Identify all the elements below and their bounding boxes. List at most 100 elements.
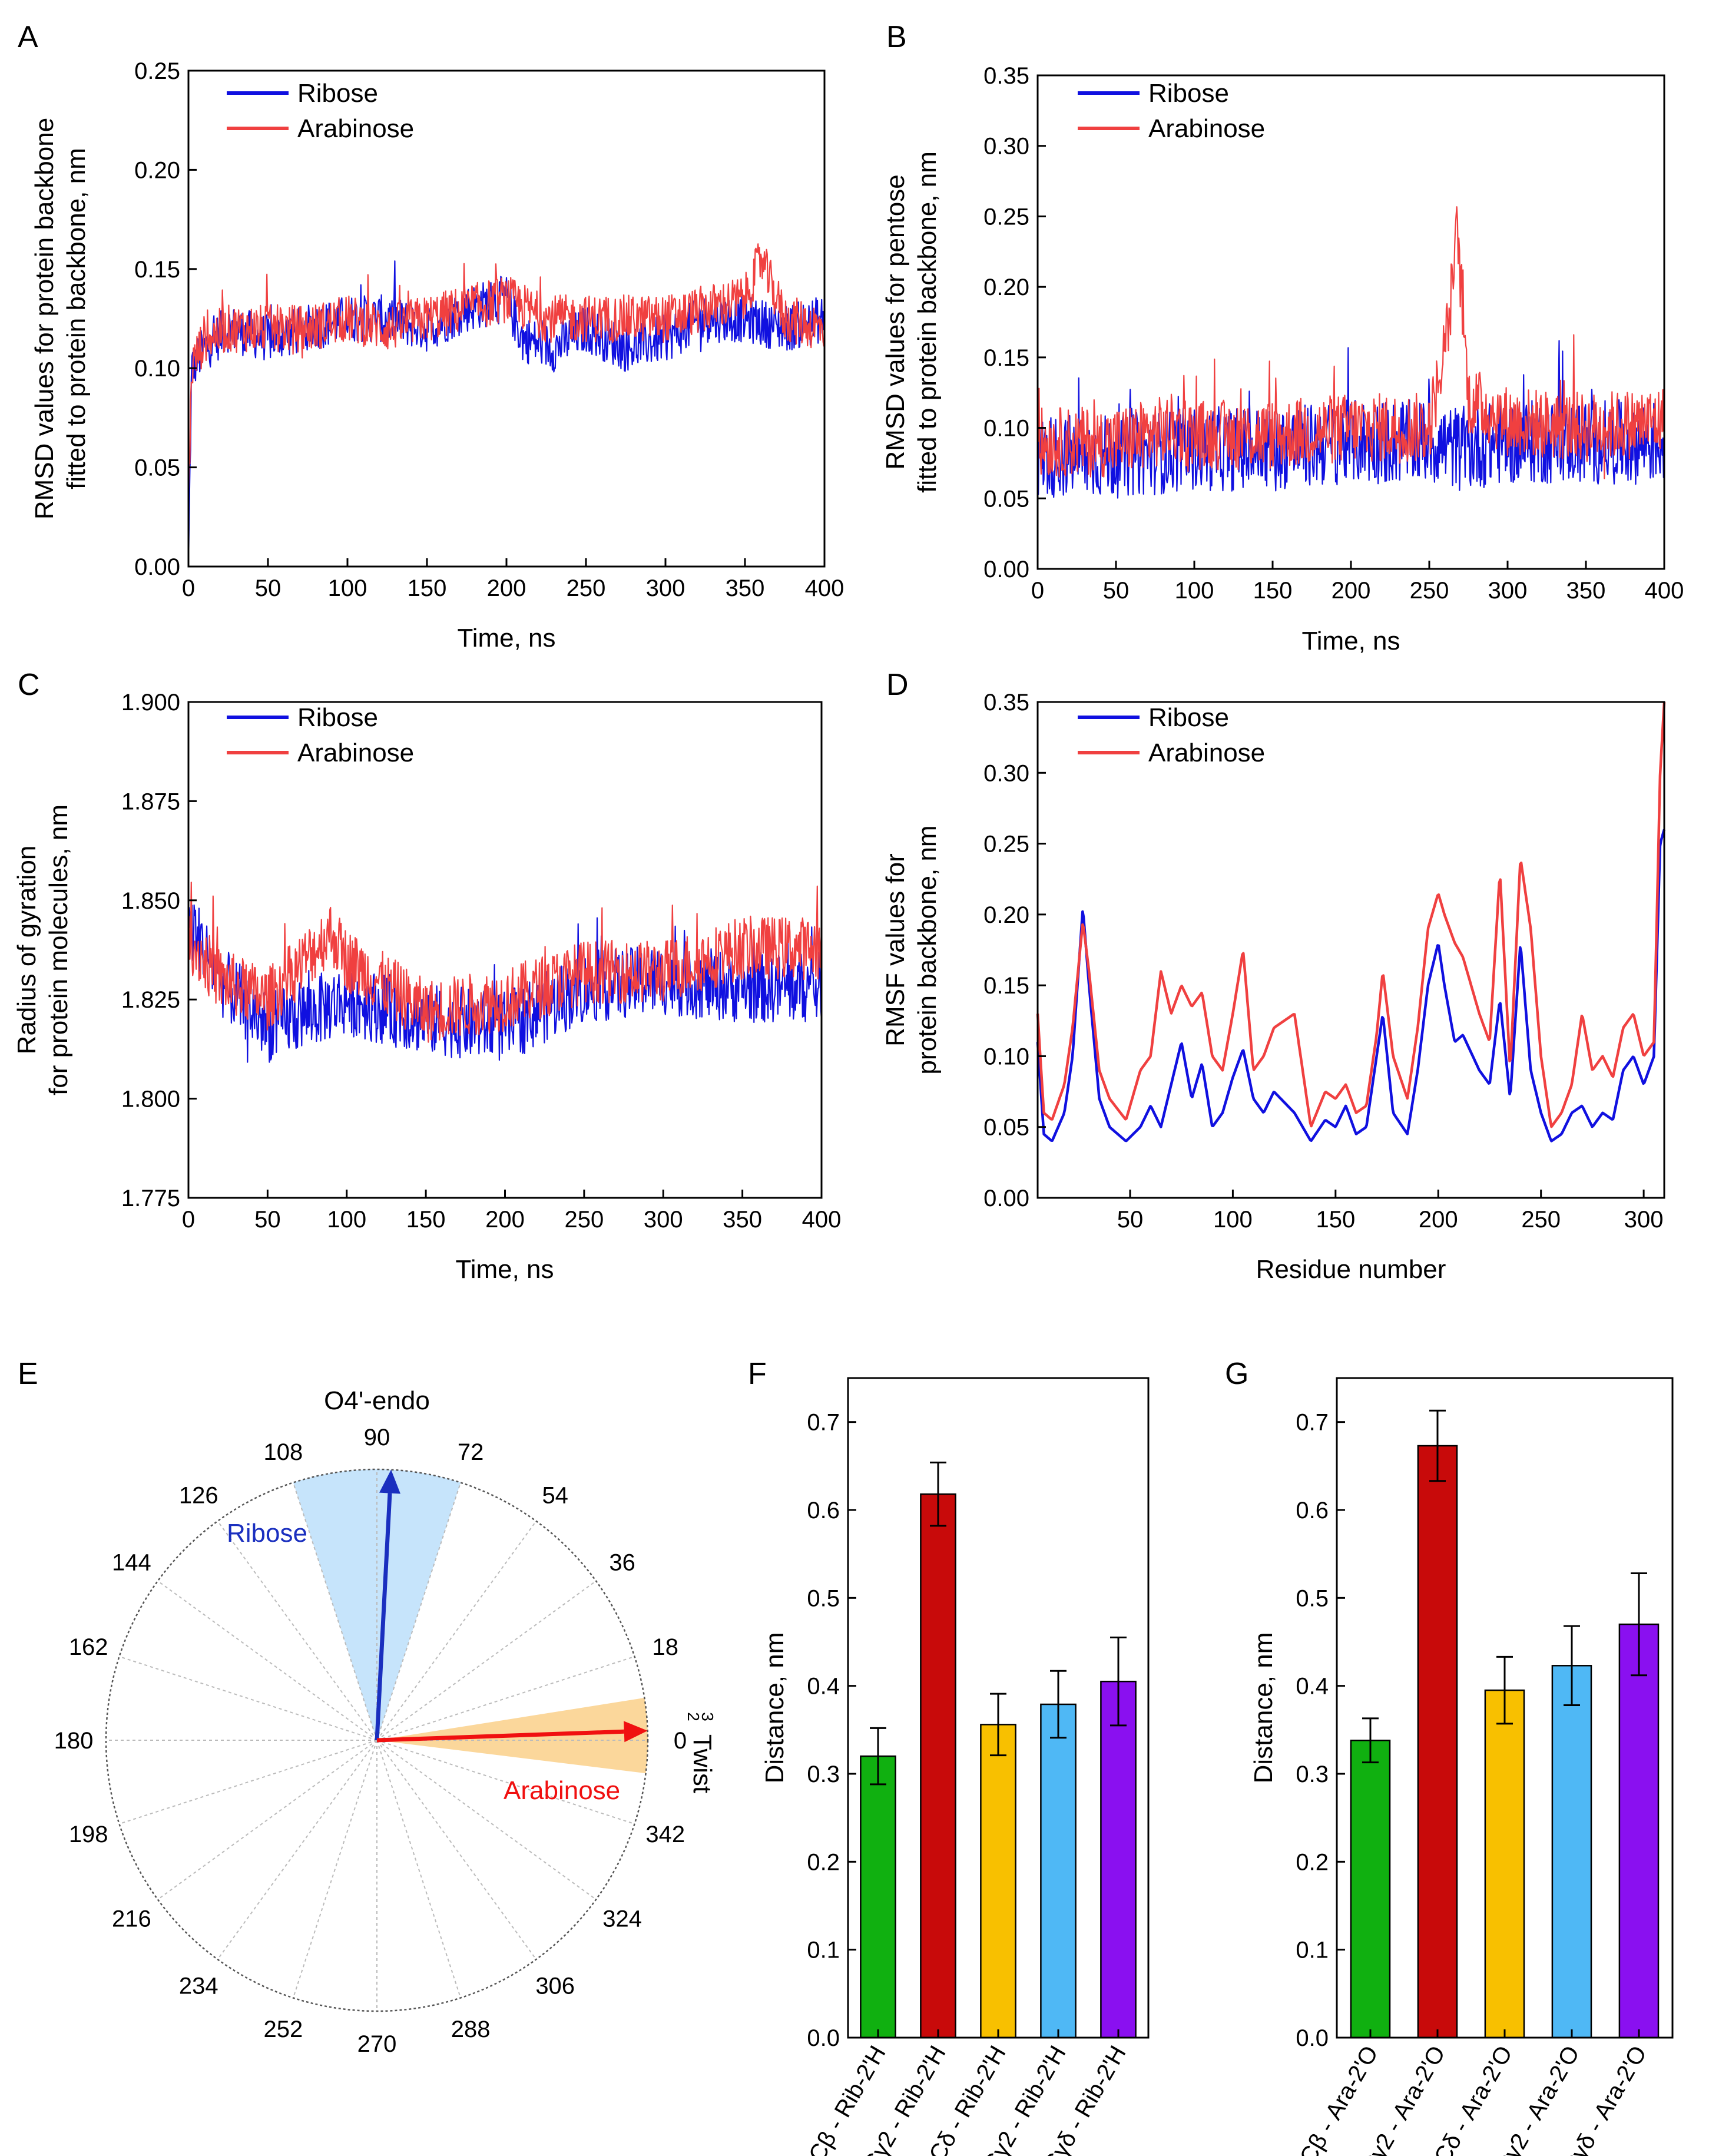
- panel-b-y-tick-label: 0.25: [983, 204, 1029, 230]
- panel-e-spoke: [292, 1740, 377, 1998]
- panel-g-bars: [1350, 1409, 1660, 2039]
- panel-a-series-ribose-line: [187, 260, 826, 567]
- panel-f-bar: [1100, 1680, 1137, 2039]
- panel-f-y-tick-label: 0.6: [807, 1498, 840, 1524]
- panel-d-legend-arabinose-label: Arabinose: [1148, 738, 1265, 767]
- panel-c-x-axis: 0 50 100 150 200 250 300 350 400: [182, 1190, 842, 1233]
- panel-g-category-label: A98-Cβ - Ara-2'O: [1270, 2042, 1383, 2156]
- panel-c-y-label-line-1: Radius of gyration: [12, 846, 41, 1055]
- panel-c-x-tick-label: 300: [644, 1207, 683, 1233]
- panel-e-angle-label: 234: [179, 1973, 218, 1999]
- panel-e-outer-circle: [105, 1468, 649, 2012]
- panel-e-spoke: [376, 1580, 597, 1741]
- panel-d-label: D: [886, 668, 909, 702]
- panel-c-y-tick-label: 1.850: [121, 888, 180, 914]
- panel-f-bar: [980, 1724, 1016, 2039]
- panel-a-label: A: [18, 20, 38, 54]
- panel-a-y-tick-label: 0.00: [134, 554, 180, 580]
- panel-f-y-tick-label: 0.0: [807, 2025, 840, 2051]
- panel-a-y-tick-label: 0.20: [134, 157, 180, 183]
- panel-g-y-tick-label: 0.5: [1296, 1585, 1329, 1611]
- panel-e-ribose-label: Ribose: [227, 1519, 307, 1548]
- panel-e-twist-superscript: 3: [698, 1712, 717, 1721]
- panel-g-bar: [1618, 1623, 1660, 2039]
- panel-f-bar: [860, 1755, 896, 2039]
- panel-c-legend-ribose-label: Ribose: [297, 703, 378, 732]
- panel-c-x-tick-label: 100: [327, 1207, 366, 1233]
- panel-g-y-tick-label: 0.6: [1296, 1498, 1329, 1524]
- panel-d-series-arabinose-line: [1036, 701, 1666, 1128]
- panel-f-y-axis: 0.0 0.1 0.2 0.3 0.4 0.5 0.6 0.7: [807, 1410, 856, 2051]
- panel-b-x-tick-label: 100: [1175, 578, 1214, 604]
- panel-b-x-tick-label: 0: [1031, 578, 1044, 604]
- panel-b-y-tick-label: 0.20: [983, 274, 1029, 300]
- panel-e-spoke: [376, 1740, 537, 1960]
- panel-b-x-tick-label: 250: [1410, 578, 1449, 604]
- panel-d-y-tick-label: 0.00: [983, 1185, 1029, 1211]
- panel-a-x-tick-label: 150: [408, 575, 447, 601]
- panel-f-bars: [860, 1461, 1137, 2039]
- panel-e-angle-label: 252: [264, 2016, 303, 2042]
- panel-f-label: F: [748, 1357, 767, 1391]
- panel-e-spoke: [376, 1521, 537, 1741]
- panel-d-y-axis: 0.00 0.05 0.10 0.15 0.20 0.25 0.30 0.35: [983, 690, 1046, 1211]
- panel-e-twist-label: Twist: [688, 1734, 717, 1793]
- panel-d-legend: Ribose Arabinose: [1078, 703, 1265, 767]
- panel-g-y-tick-label: 0.4: [1296, 1674, 1329, 1700]
- panel-b-y-tick-label: 0.35: [983, 63, 1029, 89]
- panel-g-y-tick-label: 0.7: [1296, 1410, 1329, 1436]
- panel-c-x-label: Time, ns: [455, 1255, 554, 1284]
- panel-e-angle-label: 90: [364, 1425, 390, 1450]
- panel-e-o4-endo-label: O4'-endo: [324, 1386, 430, 1415]
- panel-b-legend-ribose-label: Ribose: [1148, 79, 1229, 108]
- panel-a-x-tick-label: 350: [726, 575, 765, 601]
- panel-b-legend-arabinose-label: Arabinose: [1148, 114, 1265, 143]
- panel-e-angle-label: 288: [451, 2016, 491, 2042]
- panel-e-angle-label: 198: [69, 1821, 108, 1847]
- panel-c-y-axis: 1.775 1.800 1.825 1.850 1.875 1.900: [121, 690, 197, 1211]
- panel-e-spoke: [217, 1740, 377, 1960]
- panel-b-plot-frame: [1036, 74, 1665, 570]
- panel-c-x-tick-label: 0: [182, 1207, 195, 1233]
- panel-e-pseudorotation-wheel: E 0 18 36 54 72 90 108 126 144 162 180 198 216 234 252…: [18, 1357, 717, 2057]
- panel-e-arabinose-arrow-head: [624, 1721, 648, 1743]
- panel-a-y-axis: 0.00 0.05 0.10 0.15 0.20 0.25: [134, 58, 197, 580]
- panel-c-label: C: [18, 668, 40, 702]
- panel-d-x-tick-label: 150: [1316, 1207, 1355, 1233]
- panel-g-bar: [1417, 1445, 1458, 2039]
- panel-g-label: G: [1225, 1357, 1248, 1391]
- panel-b-y-tick-label: 0.00: [983, 557, 1029, 582]
- panel-c-series-arabinose-line: [187, 882, 823, 1043]
- panel-b-y-tick-label: 0.10: [983, 416, 1029, 442]
- panel-f-y-tick-label: 0.4: [807, 1674, 840, 1700]
- panel-g-y-tick-label: 0.2: [1296, 1849, 1329, 1875]
- panel-b-x-tick-label: 150: [1253, 578, 1293, 604]
- panel-c-x-tick-label: 150: [406, 1207, 446, 1233]
- panel-e-spoke: [376, 1740, 597, 1900]
- panel-e-arabinose-label: Arabinose: [504, 1776, 620, 1805]
- panel-f-bar: [1040, 1703, 1077, 2039]
- panel-e-spoke: [119, 1655, 377, 1741]
- panel-a-x-tick-label: 0: [182, 575, 195, 601]
- panel-e-spoke: [376, 1482, 462, 1741]
- panel-f-y-tick-label: 0.5: [807, 1585, 840, 1611]
- panel-c-x-tick-label: 400: [802, 1207, 842, 1233]
- panel-e-label: E: [18, 1357, 38, 1391]
- panel-e-angle-label: 54: [542, 1482, 568, 1508]
- panel-d-y-tick-label: 0.05: [983, 1115, 1029, 1141]
- panel-a-legend-ribose-label: Ribose: [297, 79, 378, 108]
- panel-e-arrows: [375, 1469, 648, 1743]
- panel-c-x-tick-label: 250: [565, 1207, 604, 1233]
- panel-e-angle-label: 108: [264, 1439, 303, 1465]
- panel-a-x-tick-label: 250: [567, 575, 606, 601]
- panel-c-y-tick-label: 1.900: [121, 690, 180, 716]
- panel-c-series-ribose-line: [187, 904, 823, 1063]
- panel-d-rmsf: D 50 100 150 200 250 300 0.00 0.05 0.10 0.15 0.20…: [881, 668, 1666, 1284]
- panel-a-y-label-line-2: fitted to protein backbone, nm: [62, 148, 91, 489]
- panel-b-series: [1036, 206, 1665, 499]
- panel-e-angle-labels: 0 18 36 54 72 90 108 126 144 162 180 198 216 234 252 27…: [54, 1425, 687, 2057]
- panel-g-y-label: Distance, nm: [1249, 1632, 1278, 1784]
